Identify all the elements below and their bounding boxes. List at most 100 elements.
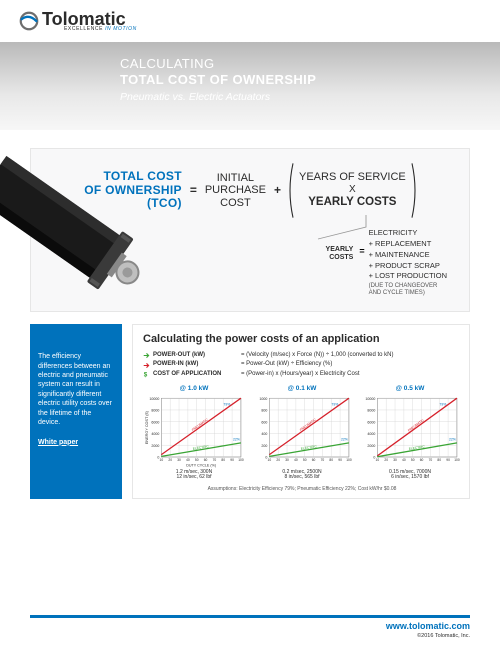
svg-text:100: 100 (346, 458, 352, 462)
page-footer: www.tolomatic.com ©2016 Tolomatic, Inc. (0, 615, 500, 647)
svg-text:2000: 2000 (367, 444, 375, 448)
def-row: POWER-IN (kW) = Power-Out (kW) ÷ Efficie… (143, 360, 461, 369)
years-x: X (299, 184, 406, 196)
chart-caption: 1.2 m/sec, 300N12 in/sec, 62 lbf (143, 470, 245, 482)
svg-text:20: 20 (168, 458, 172, 462)
def-label: POWER-IN (kW) (143, 360, 241, 369)
energy-cost-chart: @ 0.5 kW 0200040006000800010000102030405… (359, 385, 461, 481)
svg-text:79%: 79% (331, 402, 338, 406)
svg-text:90: 90 (338, 458, 342, 462)
brand-tagline-plain: EXCELLENCE (64, 26, 105, 32)
svg-text:6000: 6000 (367, 420, 375, 424)
svg-text:30: 30 (285, 458, 289, 462)
svg-text:22%: 22% (341, 438, 348, 442)
yc-note-1: (DUE TO CHANGEOVER (369, 283, 447, 290)
years-l1: YEARS OF SERVICE (299, 171, 406, 184)
hero-banner: CALCULATING TOTAL COST OF OWNERSHIP Pneu… (0, 42, 500, 130)
chart-power-label: @ 0.5 kW (359, 385, 461, 392)
initial-l2: PURCHASE (205, 184, 266, 197)
svg-text:20: 20 (384, 458, 388, 462)
svg-text:ENERGY COST ($): ENERGY COST ($) (145, 411, 149, 444)
svg-text:30: 30 (393, 458, 397, 462)
power-cost-section: The efficiency differences between an el… (30, 324, 470, 499)
svg-text:40: 40 (294, 458, 298, 462)
yc-label-2: COSTS (326, 254, 354, 262)
svg-text:200: 200 (261, 444, 267, 448)
equals-sign: = (188, 183, 199, 197)
list-item: + REPLACEMENT (369, 239, 447, 250)
svg-text:400: 400 (261, 432, 267, 436)
charts-row: @ 1.0 kW 0200040006000800010000102030405… (143, 385, 461, 481)
initial-l1: INITIAL (205, 172, 266, 185)
svg-text:8000: 8000 (367, 409, 375, 413)
svg-text:DUTY CYCLE (%): DUTY CYCLE (%) (186, 463, 216, 467)
list-item: + LOST PRODUCTION (369, 271, 447, 282)
energy-cost-chart: @ 0.1 kW 0200400600800100010203040506070… (251, 385, 353, 481)
def-label-text: POWER-OUT (kW) (153, 351, 205, 360)
hero-line1: CALCULATING (120, 56, 214, 71)
svg-text:10000: 10000 (149, 397, 159, 401)
svg-text:70: 70 (213, 458, 217, 462)
svg-text:100: 100 (454, 458, 460, 462)
svg-text:79%: 79% (439, 402, 446, 406)
actuator-illustration (0, 150, 152, 320)
svg-text:70: 70 (429, 458, 433, 462)
sidebar-callout: The efficiency differences between an el… (30, 324, 122, 499)
plus-sign: + (272, 183, 283, 197)
svg-text:8000: 8000 (151, 409, 159, 413)
arrow-red-icon (143, 362, 150, 369)
chart-caption: 0.2 m/sec, 2500N8 in/sec, 565 lbf (251, 470, 353, 482)
footer-copyright: ©2016 Tolomatic, Inc. (0, 633, 470, 639)
svg-text:$: $ (144, 371, 148, 377)
years-term: YEARS OF SERVICE X YEARLY COSTS (289, 167, 416, 214)
svg-text:4000: 4000 (367, 432, 375, 436)
footer-url[interactable]: www.tolomatic.com (0, 621, 470, 631)
def-label: POWER-OUT (kW) (143, 351, 241, 360)
svg-text:50: 50 (303, 458, 307, 462)
def-label-text: COST OF APPLICATION (153, 370, 221, 379)
chart-power-label: @ 0.1 kW (251, 385, 353, 392)
svg-text:1000: 1000 (259, 397, 267, 401)
power-definitions: POWER-OUT (kW) = (Velocity (m/sec) x For… (143, 351, 461, 379)
yc-note: (DUE TO CHANGEOVER AND CYCLE TIMES) (369, 283, 447, 297)
svg-text:60: 60 (204, 458, 208, 462)
def-value: = Power-Out (kW) ÷ Efficiency (%) (241, 360, 461, 369)
svg-text:100: 100 (238, 458, 244, 462)
brand-swirl-icon (18, 10, 40, 32)
list-item: ELECTRICITY (369, 228, 447, 239)
hero-subtitle: Pneumatic vs. Electric Actuators (120, 91, 500, 103)
energy-cost-chart: @ 1.0 kW 0200040006000800010000102030405… (143, 385, 245, 481)
svg-text:60: 60 (312, 458, 316, 462)
connector-line-icon (316, 215, 376, 245)
svg-text:10: 10 (376, 458, 380, 462)
brand-text-block: Tolomatic EXCELLENCE IN MOTION (40, 10, 137, 32)
def-value: = (Power-in) x (Hours/year) x Electricit… (241, 370, 461, 379)
svg-text:70: 70 (321, 458, 325, 462)
list-item: + MAINTENANCE (369, 250, 447, 261)
hero-title: CALCULATING TOTAL COST OF OWNERSHIP (120, 56, 500, 89)
svg-text:30: 30 (177, 458, 181, 462)
yc-note-2: AND CYCLE TIMES) (369, 290, 447, 297)
svg-text:40: 40 (186, 458, 190, 462)
yearly-costs-list: ELECTRICITY + REPLACEMENT + MAINTENANCE … (369, 228, 447, 297)
svg-text:4000: 4000 (151, 432, 159, 436)
svg-text:600: 600 (261, 420, 267, 424)
svg-text:10000: 10000 (365, 397, 375, 401)
svg-text:40: 40 (402, 458, 406, 462)
svg-text:80: 80 (329, 458, 333, 462)
def-row: $ COST OF APPLICATION = (Power-in) x (Ho… (143, 370, 461, 379)
svg-text:90: 90 (230, 458, 234, 462)
def-label-text: POWER-IN (kW) (153, 360, 198, 369)
svg-text:80: 80 (437, 458, 441, 462)
yc-label-1: YEARLY (326, 246, 354, 254)
hero-line2: TOTAL COST OF OWNERSHIP (120, 72, 316, 87)
svg-text:79%: 79% (223, 402, 230, 406)
svg-text:22%: 22% (233, 438, 240, 442)
def-label: $ COST OF APPLICATION (143, 370, 241, 379)
def-value: = (Velocity (m/sec) x Force (N)) ÷ 1,000… (241, 351, 461, 360)
svg-text:10: 10 (268, 458, 272, 462)
svg-text:800: 800 (261, 409, 267, 413)
dollar-icon: $ (143, 371, 150, 378)
white-paper-link[interactable]: White paper (38, 438, 114, 447)
svg-text:6000: 6000 (151, 420, 159, 424)
